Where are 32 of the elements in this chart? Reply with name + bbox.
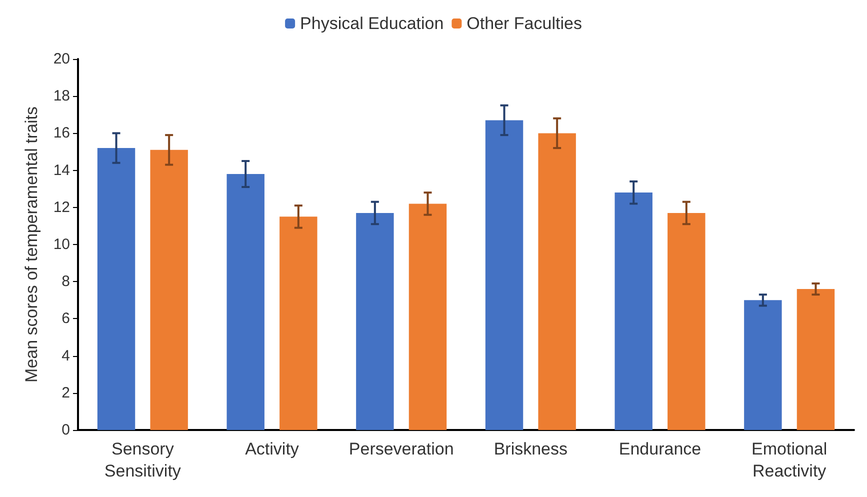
bar — [485, 120, 524, 430]
x-tick-label: Emotional Reactivity — [752, 440, 828, 480]
bar — [744, 300, 782, 430]
y-tick-label: 0 — [62, 422, 70, 438]
y-tick-label: 10 — [53, 236, 70, 253]
y-tick-label: 12 — [53, 198, 70, 216]
y-tick-label: 4 — [62, 347, 70, 364]
y-tick-label: 8 — [62, 273, 70, 290]
y-axis-title: Mean scores of temperamental traits — [22, 106, 41, 382]
y-tick-label: 2 — [62, 384, 70, 402]
x-tick-label: Activity — [245, 440, 300, 458]
x-tick-label: Perseveration — [348, 440, 454, 458]
y-tick-label: 16 — [53, 124, 70, 142]
bar — [614, 192, 652, 430]
legend-label: Physical Education — [300, 14, 444, 33]
bar — [408, 204, 447, 430]
bar — [226, 174, 264, 430]
bar — [150, 150, 188, 430]
x-tick-label: Sensory Sensitivity — [104, 440, 182, 480]
bar — [280, 216, 318, 430]
y-tick-label: 6 — [62, 310, 70, 328]
x-tick-label: Briskness — [494, 440, 568, 458]
bar — [796, 289, 835, 430]
bar — [538, 133, 576, 430]
y-tick-label: 20 — [53, 50, 70, 68]
x-tick-label: Endurance — [618, 440, 702, 458]
y-tick-label: 14 — [53, 162, 70, 179]
y-tick-label: 18 — [53, 88, 70, 105]
legend-label: Other Faculties — [466, 14, 582, 33]
bar — [356, 212, 394, 430]
bar — [97, 148, 136, 430]
bar — [668, 212, 706, 430]
